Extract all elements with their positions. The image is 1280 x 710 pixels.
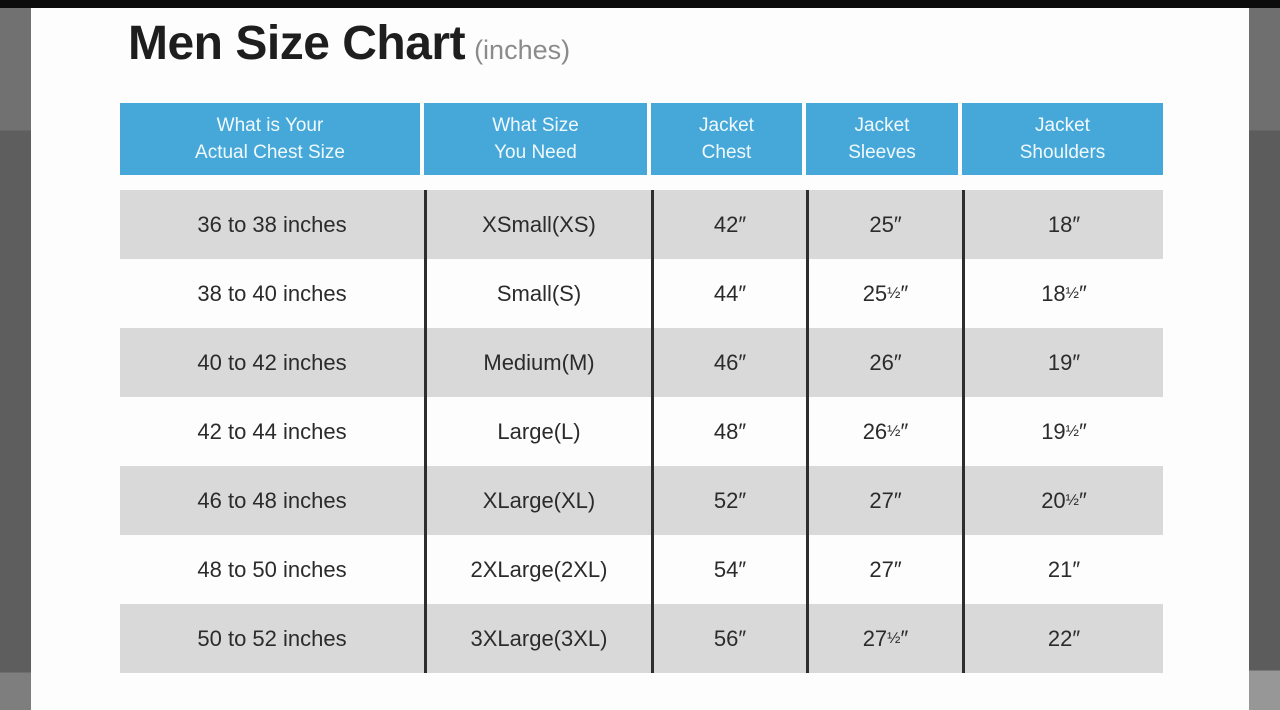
header-line: What is Your	[216, 115, 324, 136]
header-cell-jacket-chest: Jacket Chest	[651, 103, 806, 175]
cell-jacket-shoulders: 18″	[962, 190, 1163, 259]
header-line: Jacket	[854, 115, 910, 136]
cell-actual-chest-size: 48 to 50 inches	[197, 556, 347, 582]
cell-jacket-sleeves: 27″	[806, 535, 962, 604]
letterbox-top-strip	[0, 0, 1280, 8]
cell-jacket-chest: 56″	[651, 604, 806, 673]
cell-jacket-shoulders: 22″	[962, 604, 1163, 673]
header-line: Shoulders	[1019, 142, 1106, 163]
cell-jacket-sleeves: 25 ½ ″	[806, 259, 962, 328]
cell-actual-chest-size: 42 to 44 inches	[197, 418, 347, 444]
cell-jacket-shoulders: 21″	[962, 535, 1163, 604]
header-line: Sleeves	[848, 142, 916, 163]
header-line: You Need	[494, 142, 577, 163]
cell-jacket-chest: 46″	[651, 328, 806, 397]
cell-jacket-shoulders: 19″	[962, 328, 1163, 397]
cell-jacket-chest: 42″	[651, 190, 806, 259]
size-chart-table: What is Your Actual Chest Size What Size…	[120, 103, 1163, 673]
table-row: 50 to 52 inches 3XLarge(3XL) 56″ 27 ½ ″ 22…	[120, 604, 1163, 673]
letterbox-left-bar	[0, 0, 31, 710]
cell-size-you-need: 2XLarge(2XL)	[424, 535, 651, 604]
page-title: Men Size Chart (inches)	[128, 16, 570, 71]
cell-jacket-chest: 48″	[651, 397, 806, 466]
cell-jacket-sleeves: 26 ½ ″	[806, 397, 962, 466]
cell-jacket-shoulders: 18 ½ ″	[962, 259, 1163, 328]
cell-jacket-sleeves: 25″	[806, 190, 962, 259]
letterbox-right-bar	[1249, 0, 1280, 710]
cell-actual-chest-size: 40 to 42 inches	[197, 349, 347, 375]
header-cell-jacket-sleeves: Jacket Sleeves	[806, 103, 962, 175]
cell-actual-chest-size: 38 to 40 inches	[197, 280, 347, 306]
cell-jacket-sleeves: 26″	[806, 328, 962, 397]
header-line: Actual Chest Size	[195, 142, 345, 163]
table-body: 36 to 38 inches XSmall(XS) 42″ 25″ 18″ 3…	[120, 190, 1163, 673]
table-row: 36 to 38 inches XSmall(XS) 42″ 25″ 18″	[120, 190, 1163, 259]
header-cell-size-you-need: What Size You Need	[424, 103, 651, 175]
cell-size-you-need: Large(L)	[424, 397, 651, 466]
cell-jacket-shoulders: 19 ½ ″	[962, 397, 1163, 466]
page-title-text: Men Size Chart	[128, 17, 466, 70]
cell-jacket-chest: 44″	[651, 259, 806, 328]
table-row: 46 to 48 inches XLarge(XL) 52″ 27″ 20 ½ ″	[120, 466, 1163, 535]
table-row: 48 to 50 inches 2XLarge(2XL) 54″ 27″ 21″	[120, 535, 1163, 604]
cell-size-you-need: 3XLarge(3XL)	[424, 604, 651, 673]
cell-jacket-sleeves: 27″	[806, 466, 962, 535]
table-row: 40 to 42 inches Medium(M) 46″ 26″ 19″	[120, 328, 1163, 397]
cell-actual-chest-size: 50 to 52 inches	[197, 625, 347, 651]
cell-jacket-chest: 54″	[651, 535, 806, 604]
table-header-row: What is Your Actual Chest Size What Size…	[120, 103, 1163, 175]
cell-jacket-chest: 52″	[651, 466, 806, 535]
cell-size-you-need: XLarge(XL)	[424, 466, 651, 535]
header-line: Jacket	[699, 115, 754, 136]
header-line: What Size	[492, 115, 579, 136]
cell-size-you-need: Medium(M)	[424, 328, 651, 397]
cell-size-you-need: XSmall(XS)	[424, 190, 651, 259]
header-line: Chest	[701, 142, 752, 163]
header-cell-actual-chest-size: What is Your Actual Chest Size	[120, 103, 424, 175]
page-title-unit: (inches)	[474, 35, 571, 65]
cell-size-you-need: Small(S)	[424, 259, 651, 328]
cell-actual-chest-size: 36 to 38 inches	[197, 211, 347, 237]
cell-jacket-shoulders: 20 ½ ″	[962, 466, 1163, 535]
header-cell-jacket-shoulders: Jacket Shoulders	[962, 103, 1163, 175]
table-row: 38 to 40 inches Small(S) 44″ 25 ½ ″ 18 ½ ″	[120, 259, 1163, 328]
cell-actual-chest-size: 46 to 48 inches	[197, 487, 347, 513]
cell-jacket-sleeves: 27 ½ ″	[806, 604, 962, 673]
table-row: 42 to 44 inches Large(L) 48″ 26 ½ ″ 19 ½ ″	[120, 397, 1163, 466]
header-line: Jacket	[1035, 115, 1090, 136]
